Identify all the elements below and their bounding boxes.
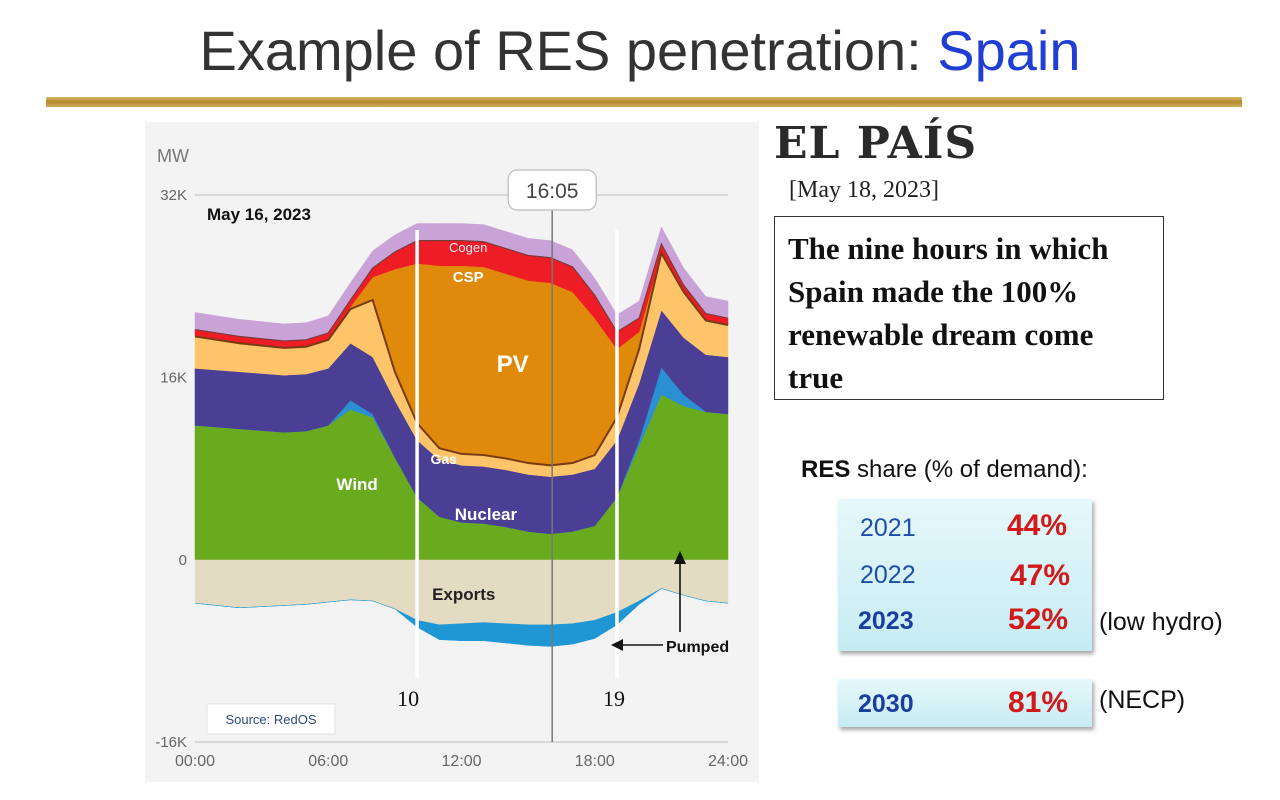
x-tick-label: 00:00 (175, 753, 215, 770)
share-year-2023: 2023 (858, 607, 914, 635)
label-nuclear: Nuclear (455, 505, 518, 524)
article-date: [May 18, 2023] (789, 177, 939, 203)
slide-title: Example of RES penetration: Spain (0, 18, 1280, 83)
hour-marker-label: 19 (603, 686, 625, 711)
chart-date-label: May 16, 2023 (207, 205, 311, 224)
cursor-time-bubble (507, 169, 597, 211)
share-year-2030: 2030 (858, 690, 914, 718)
label-wind: Wind (336, 475, 377, 494)
generation-chart: MW 32K 16K 0 -16K 00:00 06:00 12:00 18:00 24:00 10… (155, 146, 748, 770)
res-share-heading: RES share (% of demand): (801, 456, 1088, 484)
x-tick-label: 06:00 (308, 753, 348, 770)
y-unit-label: MW (157, 146, 189, 166)
res-share-target-box (838, 679, 1092, 727)
label-pv: PV (497, 351, 529, 378)
y-tick-label: 0 (179, 552, 187, 569)
label-cogen: Cogen (449, 240, 487, 255)
label-gas: Gas (430, 451, 457, 467)
gas-top-line (194, 250, 729, 467)
csp-top-line (194, 240, 729, 342)
share-value-2023: 52% (1008, 603, 1069, 636)
x-tick-label: 18:00 (575, 753, 615, 770)
label-csp: CSP (453, 269, 484, 286)
res-share-heading-rest: share (% of demand): (850, 456, 1088, 483)
area-pumped (194, 588, 729, 647)
source-box (206, 703, 336, 735)
label-exports: Exports (432, 585, 495, 604)
share-value-2030: 81% (1008, 686, 1069, 719)
generation-chart-panel: MW 32K 16K 0 -16K 00:00 06:00 12:00 18:00 24:00 10… (145, 122, 759, 782)
share-year-2021: 2021 (860, 514, 916, 542)
share-value-2021: 44% (1007, 509, 1068, 542)
x-tick-label: 12:00 (441, 753, 481, 770)
share-year-2022: 2022 (860, 561, 916, 589)
title-divider (46, 97, 1242, 107)
headline-box: The nine hours in which Spain made the 1… (774, 216, 1164, 400)
res-share-table (838, 499, 1092, 651)
y-tick-label: 32K (160, 187, 187, 204)
hydro-arrowhead-up (674, 551, 686, 564)
newspaper-masthead: EL PAÍS (774, 118, 978, 169)
res-share-heading-bold: RES (801, 456, 851, 483)
title-prefix: Example of RES penetration: (199, 19, 938, 82)
y-tick-label: 16K (160, 370, 187, 387)
label-pumped: Pumped (666, 639, 729, 656)
title-accent: Spain (937, 19, 1081, 82)
hour-marker-label: 10 (397, 686, 419, 711)
share-note-2030: (NECP) (1099, 686, 1186, 714)
pumped-arrowhead-left (611, 639, 623, 651)
share-value-2022: 47% (1010, 559, 1071, 592)
chart-source: Source: RedOS (225, 712, 316, 727)
article-headline: The nine hours in which Spain made the 1… (788, 231, 1109, 395)
cursor-time: 16:05 (526, 180, 579, 203)
y-tick-label: -16K (155, 734, 187, 751)
share-note-2023: (low hydro) (1099, 608, 1223, 636)
x-tick-label: 24:00 (708, 753, 748, 770)
